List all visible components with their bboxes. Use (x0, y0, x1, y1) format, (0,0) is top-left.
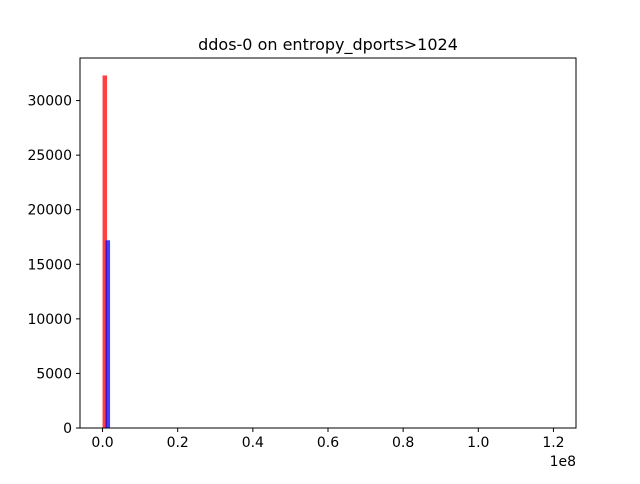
histogram-bar-series1-bin0 (105, 240, 111, 428)
x-tick-label-4: 0.8 (392, 435, 414, 451)
y-tick-label-0: 0 (63, 421, 72, 437)
y-axis: 0 5000 10000 15000 20000 25000 30000 (27, 94, 80, 437)
x-tick-label-1: 0.2 (167, 435, 189, 451)
histogram-bar-series0-bin0 (102, 75, 108, 428)
y-tick-label-5: 25000 (27, 148, 72, 164)
chart-title: ddos-0 on entropy_dports>1024 (198, 35, 458, 55)
y-tick-label-1: 5000 (36, 366, 72, 382)
y-tick-label-4: 20000 (27, 203, 72, 219)
bars-layer (102, 75, 111, 428)
y-tick-label-6: 30000 (27, 94, 72, 110)
y-tick-label-3: 15000 (27, 257, 72, 273)
x-axis: 0.0 0.2 0.4 0.6 0.8 1.0 1.2 (91, 428, 565, 451)
x-tick-label-0: 0.0 (91, 435, 113, 451)
x-axis-offset-text: 1e8 (550, 454, 576, 470)
x-tick-label-6: 1.2 (542, 435, 564, 451)
x-tick-label-5: 1.0 (467, 435, 489, 451)
y-tick-label-2: 10000 (27, 312, 72, 328)
x-tick-label-2: 0.4 (242, 435, 264, 451)
x-tick-label-3: 0.6 (317, 435, 339, 451)
plot-frame (79, 57, 577, 429)
